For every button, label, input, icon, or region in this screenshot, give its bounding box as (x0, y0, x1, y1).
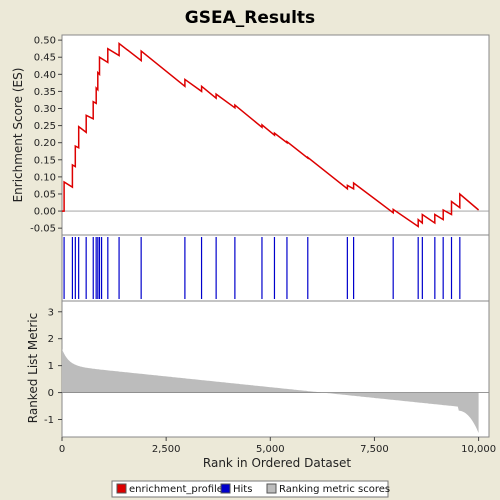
x-tick-label: 2,500 (152, 444, 181, 455)
es-y-tick-label: 0.20 (34, 138, 56, 149)
es-y-tick-label: 0.35 (34, 87, 56, 98)
legend-label-metric: Ranking metric scores (279, 484, 390, 495)
legend-label-hits: Hits (233, 484, 252, 495)
legend-label-profile: enrichment_profile (129, 484, 223, 495)
es-panel (61, 34, 490, 236)
chart-title: GSEA_Results (185, 8, 315, 28)
metric-y-axis-label: Ranked List Metric (26, 313, 40, 423)
es-y-axis-label: Enrichment Score (ES) (11, 68, 25, 203)
legend-swatch-profile (116, 483, 127, 494)
metric-y-tick-label: 1 (48, 361, 54, 372)
ranking-metric-area (62, 348, 479, 433)
metric-y-tick-label: 0 (48, 388, 54, 399)
metric-y-tick-label: 3 (48, 307, 54, 318)
x-tick-label: 5,000 (256, 444, 285, 455)
metric-y-tick-label: -1 (44, 415, 54, 426)
es-y-tick-label: 0.30 (34, 104, 56, 115)
legend-swatch-metric (266, 483, 277, 494)
es-y-tick-label: 0.45 (34, 53, 56, 64)
es-y-tick-label: -0.05 (30, 224, 56, 235)
x-tick-label: 10,000 (461, 444, 496, 455)
es-y-axis: -0.05 0.00 0.05 0.10 0.15 0.20 0.25 0.30 0.35 0.4… (30, 36, 62, 235)
es-y-tick-label: 0.05 (34, 189, 56, 200)
es-y-tick-label: 0.25 (34, 121, 56, 132)
legend-swatch-hits (220, 483, 231, 494)
x-axis-label: Rank in Ordered Dataset (203, 456, 351, 470)
x-tick-label: 7,500 (360, 444, 389, 455)
enrichment-profile-line (62, 41, 480, 228)
es-y-tick-label: 0.00 (34, 207, 56, 218)
legend: enrichment_profile Hits Ranking metric s… (111, 480, 390, 498)
es-y-tick-label: 0.50 (34, 36, 56, 47)
metric-y-axis: -1 0 1 2 3 (44, 307, 62, 426)
metric-panel (61, 300, 490, 438)
x-tick-label: 0 (59, 444, 65, 455)
x-axis: 0 2,500 5,000 7,500 10,000 (59, 437, 496, 455)
es-y-tick-label: 0.10 (34, 172, 56, 183)
hits-marks (63, 237, 461, 299)
hits-panel (61, 234, 490, 302)
es-y-tick-label: 0.40 (34, 70, 56, 81)
es-y-tick-label: 0.15 (34, 155, 56, 166)
legend-box (111, 480, 389, 498)
metric-y-tick-label: 2 (48, 334, 54, 345)
